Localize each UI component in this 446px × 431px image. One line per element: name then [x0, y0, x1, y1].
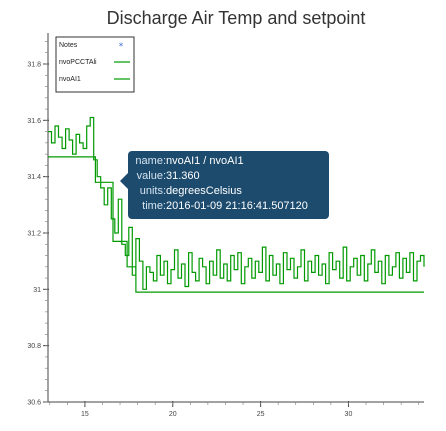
- x-tick-label: 15: [81, 411, 89, 418]
- y-tick-label: 31.4: [27, 174, 41, 181]
- tooltip-pointer: [120, 173, 128, 189]
- y-tick-label: 30.8: [27, 343, 41, 350]
- tooltip-row-name: name:nvoAI1 / nvoAI1: [128, 154, 329, 169]
- series-line-nvoai1: [48, 116, 425, 290]
- tooltip-row-time: time:2016-01-09 21:16:41.507120: [128, 199, 329, 214]
- series-layer: [48, 116, 425, 293]
- y-tick-label: 31.8: [27, 61, 41, 68]
- tooltip-key: time:: [142, 200, 166, 212]
- x-tick-label: 30: [345, 411, 353, 418]
- tooltip-key: value:: [136, 170, 166, 182]
- tooltip-key: name:: [135, 155, 166, 167]
- tooltip-value: degreesCelsius: [166, 185, 242, 197]
- tooltip-key: units:: [139, 185, 166, 197]
- legend-label: nvoPCCTAli: [59, 59, 97, 66]
- axes: 30.6 30.8 31 31.2 31.4 31.6 31.8 15 20 25 30: [27, 33, 424, 418]
- tooltip-value: 2016-01-09 21:16:41.507120: [166, 200, 308, 212]
- tooltip-value: 31.360: [166, 170, 200, 182]
- y-tick-label: 30.6: [27, 400, 41, 407]
- chart-title: Discharge Air Temp and setpoint: [107, 8, 366, 28]
- legend-marker: *: [119, 42, 124, 52]
- legend[interactable]: Notes * nvoPCCTAli nvoAI1: [55, 36, 135, 93]
- x-tick-label: 25: [257, 411, 265, 418]
- x-tick-label: 20: [169, 411, 177, 418]
- y-tick-label: 31: [33, 287, 41, 294]
- legend-label: Notes: [59, 42, 78, 49]
- y-tick-label: 31.2: [27, 230, 41, 237]
- tooltip-row-value: value:31.360: [128, 169, 329, 184]
- tooltip-row-units: units:degreesCelsius: [128, 184, 329, 199]
- tooltip-value: nvoAI1 / nvoAI1: [166, 155, 244, 167]
- legend-label: nvoAI1: [59, 76, 81, 83]
- hover-tooltip: name:nvoAI1 / nvoAI1 value:31.360 units:…: [120, 151, 329, 219]
- legend-box: [55, 36, 135, 93]
- y-tick-label: 31.6: [27, 118, 41, 125]
